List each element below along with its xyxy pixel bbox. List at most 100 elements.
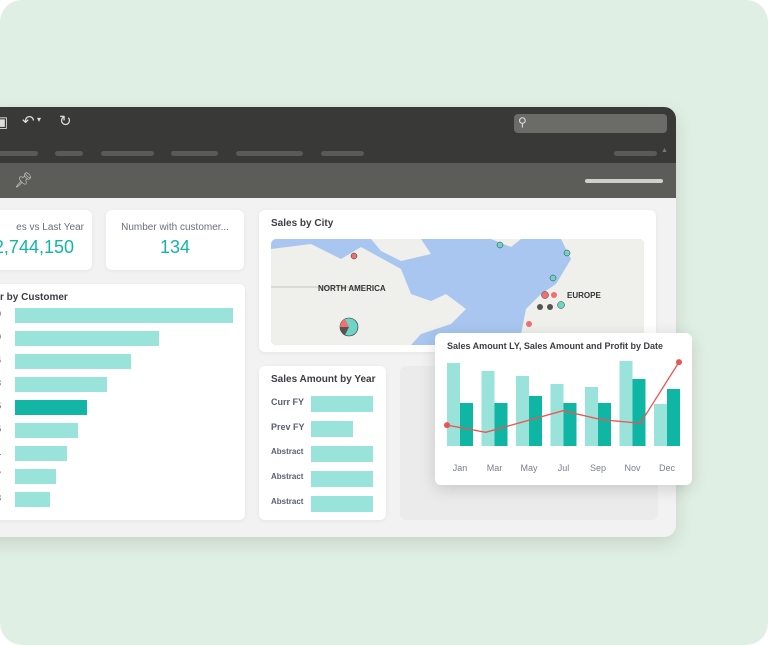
- sales-amount-bar[interactable]: [460, 403, 473, 446]
- x-tick-label: Mar: [487, 463, 503, 473]
- city-markers[interactable]: [339, 241, 571, 337]
- sales-amount-ly-bar[interactable]: [481, 371, 495, 446]
- slider-handle[interactable]: [585, 179, 663, 183]
- map[interactable]: NORTH AMERICA EUROPE: [271, 239, 644, 345]
- menu-tab[interactable]: [614, 151, 657, 156]
- sales-amount-bar[interactable]: [494, 403, 508, 446]
- sales-amount-bar[interactable]: [667, 389, 680, 446]
- refresh-icon[interactable]: ↻: [59, 113, 72, 130]
- chart-title: Sales Amount LY, Sales Amount and Profit…: [447, 341, 664, 351]
- customer-label: 9: [0, 309, 1, 319]
- sales-amount-ly-bar[interactable]: [516, 376, 529, 446]
- region-label-europe: EUROPE: [567, 291, 601, 300]
- customer-bar[interactable]: [15, 354, 131, 369]
- year-bar[interactable]: [311, 446, 373, 462]
- menu-tab[interactable]: [0, 151, 38, 156]
- greenland-land: [491, 239, 521, 247]
- year-bar[interactable]: [311, 471, 373, 487]
- card-title: r by Customer: [0, 292, 68, 303]
- save-icon[interactable]: ▣: [0, 114, 9, 131]
- customer-label: 8: [0, 493, 1, 503]
- kpi-value: 2,744,150: [0, 237, 74, 257]
- x-tick-label: Jan: [453, 463, 468, 473]
- toolbar: ▣ ↶ ▾ ↻ ⚲ ▲: [0, 107, 676, 163]
- secondary-bar: 📌︎: [0, 163, 676, 198]
- kpi-label: Number with customer...: [121, 222, 229, 233]
- profit-point[interactable]: [676, 359, 682, 366]
- collapse-icon[interactable]: ▲: [661, 147, 668, 154]
- sales-amount-ly-bar[interactable]: [619, 361, 633, 446]
- region-label-north-america: NORTH AMERICA: [318, 284, 386, 293]
- city-pie[interactable]: [551, 292, 557, 298]
- customer-label: 3: [0, 378, 1, 388]
- x-tick-label: Sep: [590, 463, 606, 473]
- city-pie[interactable]: [549, 274, 557, 282]
- customer-bar[interactable]: [15, 469, 57, 484]
- menu-tab[interactable]: [321, 151, 364, 156]
- customer-bar[interactable]: [15, 492, 50, 507]
- x-tick-label: May: [520, 463, 538, 473]
- year-label: Curr FY: [271, 397, 305, 407]
- kpi-value: 134: [159, 237, 191, 257]
- customer-bar[interactable]: [15, 331, 159, 346]
- customer-label: 1: [0, 447, 1, 457]
- city-pie[interactable]: [563, 249, 571, 257]
- sales-amount-ly-bar[interactable]: [550, 384, 564, 446]
- year-bar[interactable]: [311, 421, 354, 437]
- year-chart-card: Sales Amount by Year Curr FY Prev FY Abstr…: [259, 366, 386, 520]
- year-label: Abstract: [271, 497, 304, 506]
- customer-label: 9: [0, 332, 1, 342]
- city-pie[interactable]: [541, 291, 549, 299]
- kpi-card-sales: es vs Last Year 2,744,150: [0, 210, 92, 270]
- sales-amount-bar[interactable]: [632, 379, 646, 446]
- sales-amount-ly-bar[interactable]: [654, 404, 667, 446]
- menu-tab[interactable]: [55, 151, 83, 156]
- arctic-land: [371, 239, 431, 261]
- city-pie[interactable]: [496, 241, 504, 249]
- menu-tab[interactable]: [236, 151, 303, 156]
- customer-bar[interactable]: [15, 423, 79, 438]
- sales-amount-ly-bar[interactable]: [447, 363, 460, 446]
- city-pie[interactable]: [350, 252, 358, 260]
- year-label: Abstract: [271, 447, 304, 456]
- customer-label: 4: [0, 355, 1, 365]
- x-tick-label: Dec: [659, 463, 676, 473]
- profit-point[interactable]: [444, 422, 450, 429]
- europe-land: [521, 239, 644, 345]
- sales-amount-ly-bar[interactable]: [585, 387, 598, 446]
- customer-label: 5: [0, 401, 1, 411]
- customer-bar[interactable]: [15, 308, 233, 323]
- x-tick-label: Nov: [624, 463, 641, 473]
- customer-bar[interactable]: [15, 446, 68, 461]
- pie-slice: [340, 327, 349, 335]
- city-pie[interactable]: [526, 321, 532, 327]
- sales-by-date-card: Sales Amount LY, Sales Amount and Profit…: [435, 333, 692, 485]
- city-pie[interactable]: [557, 301, 565, 309]
- menu-tab[interactable]: [171, 151, 218, 156]
- customer-bar[interactable]: [15, 400, 87, 415]
- undo-icon[interactable]: ↶: [22, 113, 35, 130]
- customer-label: 5: [0, 424, 1, 434]
- pie-slice: [340, 319, 349, 327]
- city-pie[interactable]: [547, 304, 553, 310]
- sales-amount-bar[interactable]: [563, 403, 577, 446]
- search-icon: ⚲: [518, 115, 527, 129]
- menu-tab[interactable]: [101, 151, 154, 156]
- customer-chart-card: r by Customer 9 9 4 3 5 5 1 7 8: [0, 284, 245, 520]
- kpi-label: es vs Last Year: [16, 222, 84, 233]
- year-label: Abstract: [271, 472, 304, 481]
- card-title: Sales Amount by Year: [271, 374, 376, 385]
- search-input[interactable]: ⚲: [514, 114, 667, 133]
- year-bar[interactable]: [311, 396, 373, 412]
- year-bar[interactable]: [311, 496, 373, 512]
- sales-amount-bar[interactable]: [529, 396, 542, 446]
- sales-amount-bar[interactable]: [598, 403, 611, 446]
- north-america-land: [271, 244, 466, 345]
- customer-bar[interactable]: [15, 377, 107, 392]
- city-pie[interactable]: [537, 304, 543, 310]
- customer-label: 7: [0, 470, 1, 480]
- pin-icon[interactable]: 📌︎: [14, 172, 34, 189]
- dropdown-arrow-icon[interactable]: ▾: [37, 115, 42, 124]
- year-label: Prev FY: [271, 422, 305, 432]
